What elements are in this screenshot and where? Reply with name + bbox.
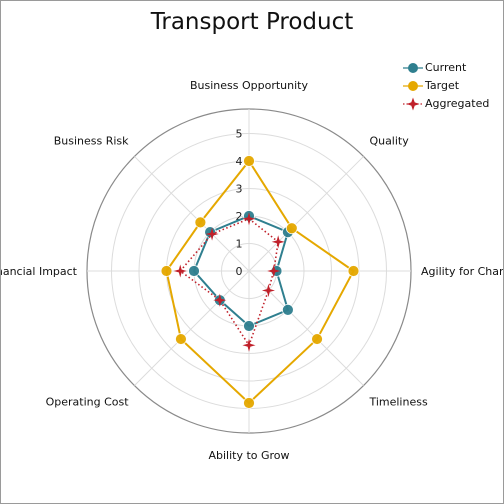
chart-title: Transport Product: [150, 9, 354, 35]
point-aggregated-business-risk: [205, 227, 219, 241]
axis-labels: Business Opportunity Quality Agility for C…: [1, 79, 503, 462]
point-target-operating-cost: [175, 333, 187, 345]
point-target-financial-impact: [160, 265, 173, 277]
spoke-operating-cost: [134, 270, 250, 386]
tick-label-0: 0: [236, 265, 243, 278]
series-layer: [160, 155, 360, 409]
point-aggregated-timeliness: [261, 283, 275, 297]
axis-label-quality: Quality: [369, 135, 409, 148]
point-aggregated-ability-to-grow: [242, 338, 256, 352]
point-aggregated-agility-for-change: [267, 264, 281, 278]
point-target-agility-for-change: [347, 265, 360, 277]
tick-label-5: 5: [236, 128, 243, 141]
point-current-business-risk: [204, 226, 217, 239]
point-aggregated-financial-impact: [173, 264, 187, 278]
point-target-quality: [285, 222, 298, 235]
radial-ticks: 0 1 2 3 4 5: [236, 128, 243, 279]
point-target-timeliness: [311, 333, 323, 345]
axis-label-business-opportunity: Business Opportunity: [190, 79, 309, 92]
point-aggregated-operating-cost: [213, 293, 227, 307]
axis-label-ability-to-grow: Ability to Grow: [208, 449, 289, 462]
axis-label-operating-cost: Operating Cost: [46, 395, 130, 408]
legend-swatch-target: [403, 81, 423, 91]
axis-label-business-risk: Business Risk: [54, 135, 129, 148]
point-target-business-opportunity: [243, 155, 255, 167]
axis-label-timeliness: Timeliness: [368, 395, 428, 408]
spoke-timeliness: [248, 270, 364, 386]
point-current-timeliness: [281, 303, 294, 316]
legend-label-target: Target: [425, 79, 460, 92]
axis-label-agility-for-change: Agility for Change: [421, 265, 503, 278]
spoke-quality: [248, 156, 364, 272]
axis-label-financial-impact: Financial Impact: [1, 265, 78, 278]
point-target-ability-to-grow: [243, 397, 255, 409]
legend-label-current: Current: [425, 61, 467, 74]
legend-label-aggregated: Aggregated: [425, 97, 490, 110]
series-aggregated: [173, 212, 285, 352]
tick-label-4: 4: [236, 155, 243, 168]
legend-swatch-current: [403, 63, 423, 73]
point-aggregated-quality: [271, 235, 285, 249]
point-current-ability-to-grow: [243, 320, 255, 332]
series-target: [160, 155, 360, 409]
tick-label-2: 2: [236, 210, 243, 223]
tick-label-3: 3: [236, 183, 243, 196]
point-current-financial-impact: [188, 265, 200, 277]
point-aggregated-business-opportunity: [242, 212, 256, 226]
tick-label-1: 1: [236, 238, 243, 251]
spoke-business-risk: [134, 156, 250, 272]
point-target-business-risk: [194, 216, 207, 229]
legend-swatch-aggregated: [403, 97, 423, 111]
